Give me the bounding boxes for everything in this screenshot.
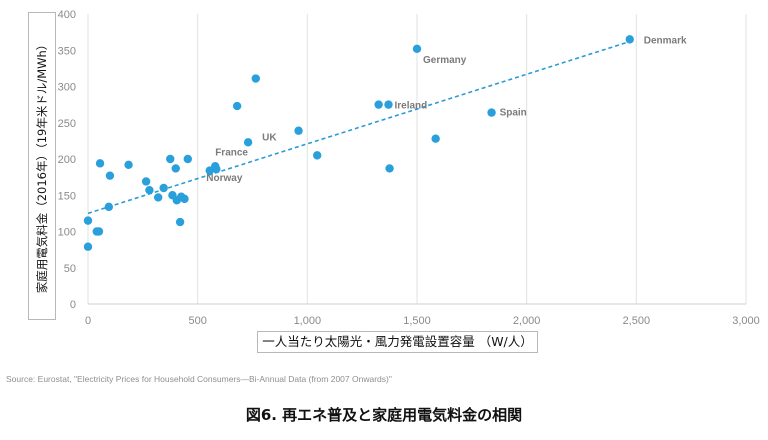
figure-caption: 図6. 再エネ普及と家庭用電気料金の相関 (245, 406, 523, 424)
point-label: UK (262, 132, 277, 143)
data-point (313, 151, 322, 160)
y-axis-label: 家庭用電気料金（2016年）（19年米ドル/MWh） (35, 38, 49, 294)
data-point (412, 44, 422, 53)
point-label: Norway (206, 173, 243, 184)
y-tick-label: 250 (58, 118, 76, 130)
point-label: France (215, 147, 248, 158)
data-point (212, 164, 221, 174)
y-tick-label: 200 (58, 154, 76, 166)
point-label: Denmark (644, 35, 687, 46)
y-tick-label: 100 (58, 227, 76, 239)
data-point (487, 108, 496, 117)
data-points (83, 35, 634, 251)
data-point (83, 216, 93, 225)
data-point (243, 138, 253, 147)
x-tick-label: 1,500 (403, 315, 431, 327)
data-point (180, 194, 189, 204)
data-point (385, 164, 394, 173)
data-point (95, 159, 105, 168)
x-axis-label: 一人当たり太陽光・風力発電設置容量 （W/人） (257, 331, 538, 353)
point-label: Ireland (394, 101, 427, 112)
data-point (625, 35, 634, 44)
point-labels: France Norway UK Ireland Germany Spain Denmark (206, 35, 687, 184)
x-tick-label: 0 (85, 315, 91, 327)
data-point (83, 242, 93, 251)
data-point (104, 202, 114, 212)
data-point (171, 164, 180, 173)
x-tick-label: 1,000 (294, 315, 322, 327)
chart-grid (87, 14, 747, 305)
point-label: Spain (500, 108, 527, 119)
data-point (105, 171, 115, 180)
data-point (145, 185, 154, 195)
y-tick-label: 400 (58, 9, 76, 21)
x-tick-label: 2,000 (513, 315, 541, 327)
y-tick-label: 50 (64, 263, 76, 275)
y-tick-label: 150 (58, 190, 76, 202)
data-point (124, 160, 133, 169)
data-point (232, 101, 242, 111)
data-point (159, 183, 168, 193)
data-point (384, 100, 393, 109)
y-tick-labels: 0 50 100 150 200 250 300 350 400 (58, 9, 76, 311)
data-point (153, 193, 163, 202)
trend-line (87, 40, 630, 215)
x-tick-labels: 0 500 1,000 1,500 2,000 2,500 3,000 (85, 315, 760, 327)
data-point (431, 134, 440, 143)
data-point (251, 74, 260, 83)
data-point (183, 154, 192, 164)
point-label: Germany (423, 55, 467, 66)
y-tick-label: 0 (70, 299, 76, 311)
y-axis-label-box: 家庭用電気料金（2016年）（19年米ドル/MWh） (28, 12, 56, 320)
data-point (175, 217, 185, 227)
x-tick-label: 500 (188, 315, 206, 327)
x-tick-label: 3,000 (732, 315, 760, 327)
trend-line-group (87, 40, 630, 215)
y-tick-label: 300 (58, 82, 76, 94)
source-note: Source: Eurostat, "Electricity Prices fo… (6, 374, 392, 384)
data-point (141, 177, 151, 186)
data-point (294, 126, 303, 135)
data-point (166, 154, 175, 164)
x-tick-label: 2,500 (623, 315, 651, 327)
y-tick-label: 350 (58, 45, 76, 57)
data-point (94, 227, 104, 236)
data-point (374, 100, 383, 109)
